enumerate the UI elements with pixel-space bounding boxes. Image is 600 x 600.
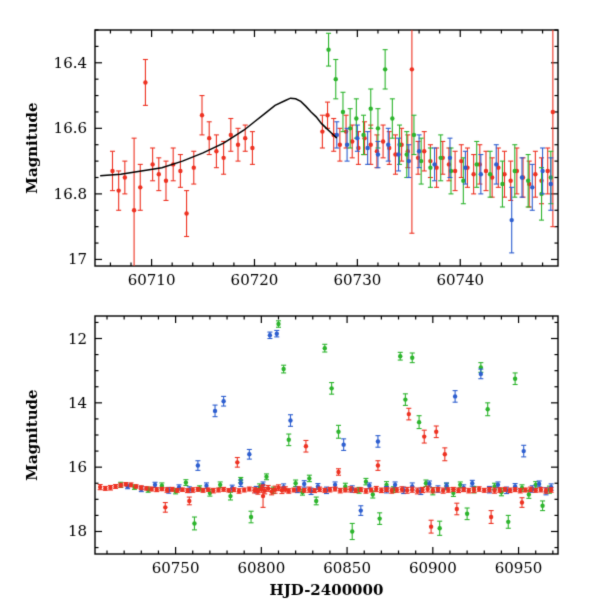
bottom-panel-chart (0, 302, 600, 600)
top-panel-chart (0, 0, 600, 302)
